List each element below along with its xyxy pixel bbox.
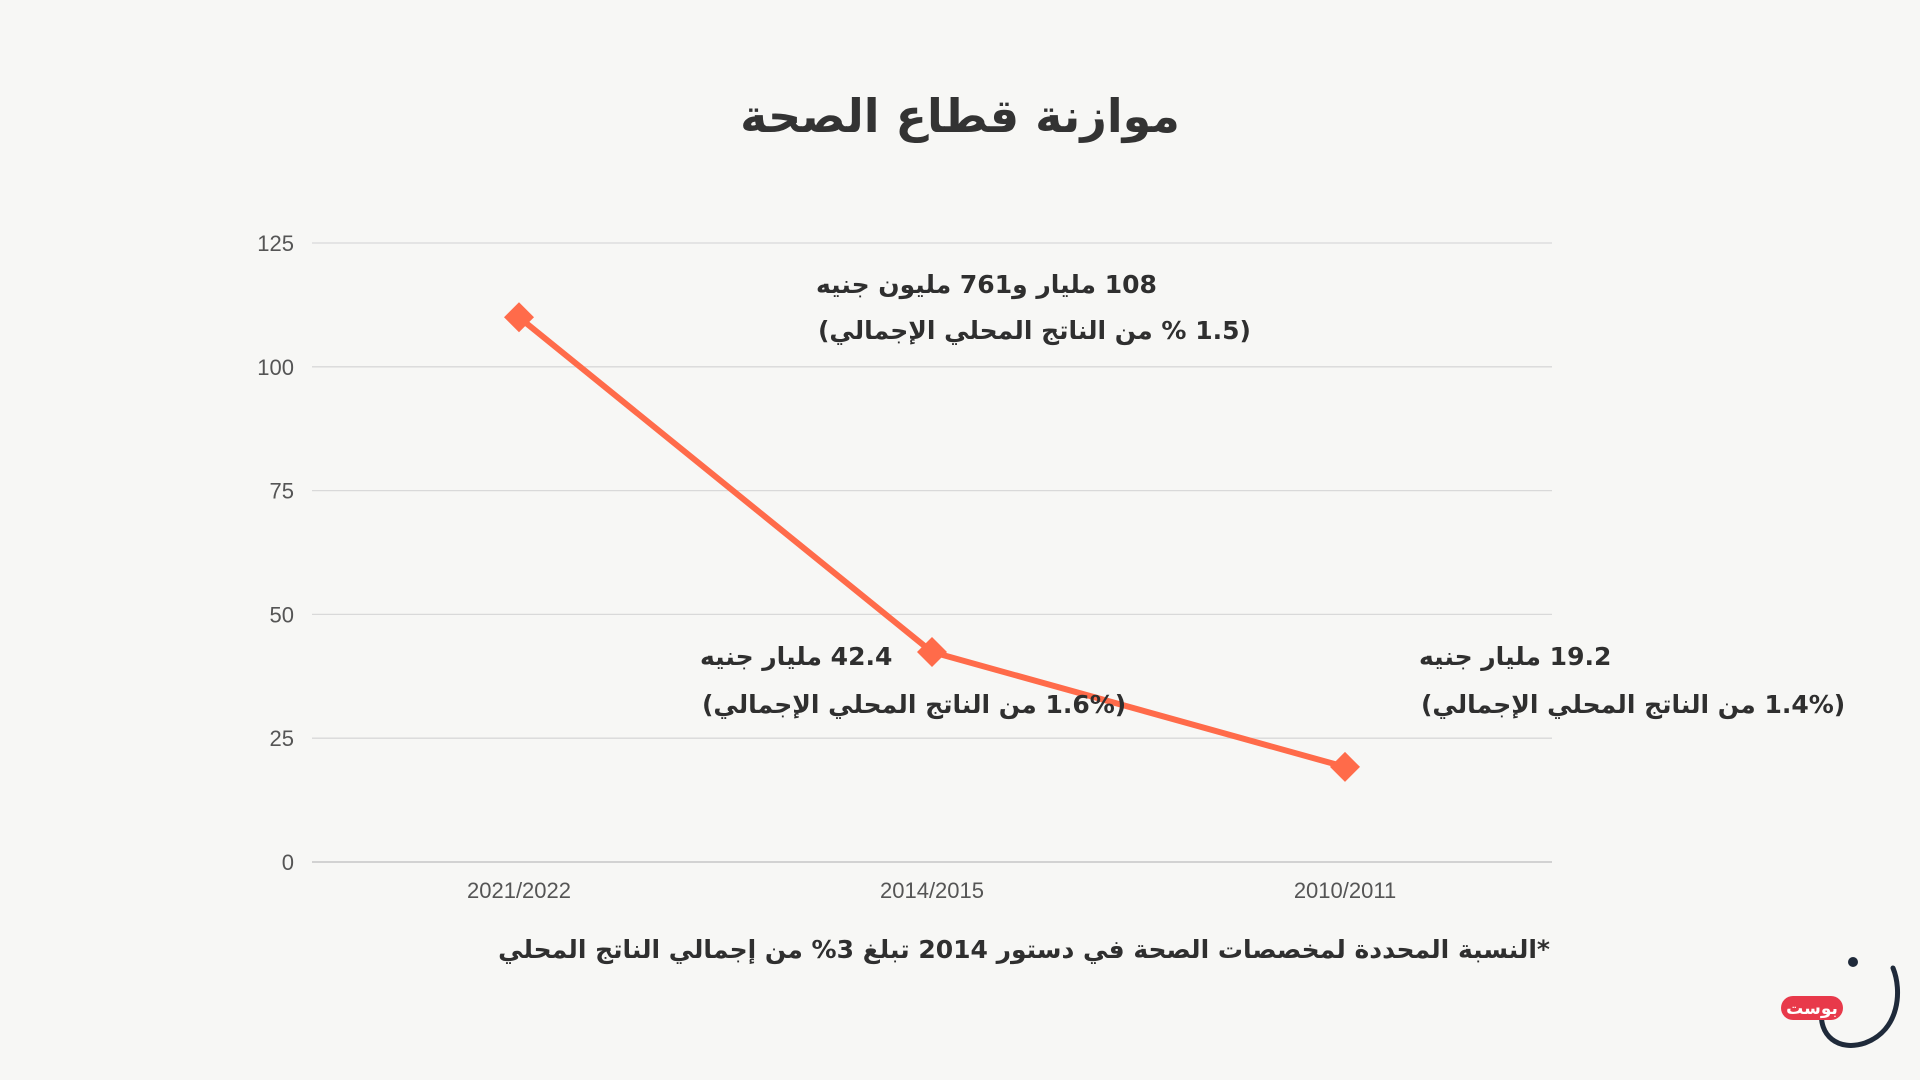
data-point [1330, 751, 1360, 782]
data-point [917, 637, 947, 668]
data-label: (1.5 % من الناتج المحلي الإجمالي) [818, 316, 1251, 346]
x-axis-ticks: 2021/2022 2014/2015 2010/2011 [467, 878, 1396, 903]
chart-title: موازنة قطاع الصحة [740, 89, 1180, 143]
logo-badge [1781, 996, 1843, 1020]
y-axis-ticks: 0 25 50 75 100 125 [257, 231, 294, 875]
data-label: 108 مليار و761 مليون جنيه [816, 270, 1157, 300]
y-tick-label: 50 [270, 602, 294, 627]
y-tick-label: 0 [282, 850, 294, 875]
grid-lines [312, 242, 1552, 863]
y-tick-label: 100 [257, 355, 294, 380]
data-label: 42.4 مليار جنيه [700, 642, 892, 671]
data-label: (1.4% من الناتج المحلي الإجمالي) [1421, 690, 1845, 720]
x-tick-label: 2014/2015 [880, 878, 984, 903]
data-label: (1.6% من الناتج المحلي الإجمالي) [702, 690, 1126, 720]
data-label: 19.2 مليار جنيه [1419, 642, 1611, 671]
x-tick-label: 2010/2011 [1294, 878, 1396, 903]
brand-logo: بوست [1781, 957, 1900, 1048]
x-tick-label: 2021/2022 [467, 878, 571, 903]
logo-text: بوست [1786, 999, 1838, 1019]
y-tick-label: 125 [257, 231, 294, 256]
logo-dot-icon [1848, 957, 1858, 967]
annotations: 108 مليار و761 مليون جنيه (1.5 % من النات… [700, 270, 1845, 720]
y-tick-label: 75 [270, 479, 294, 504]
y-tick-label: 25 [270, 726, 294, 751]
footnote: *النسبة المحددة لمخصصات الصحة في دستور 2… [498, 935, 1550, 965]
series-layer [504, 302, 1360, 782]
logo-mark-icon [1819, 965, 1900, 1048]
data-point [504, 302, 534, 333]
